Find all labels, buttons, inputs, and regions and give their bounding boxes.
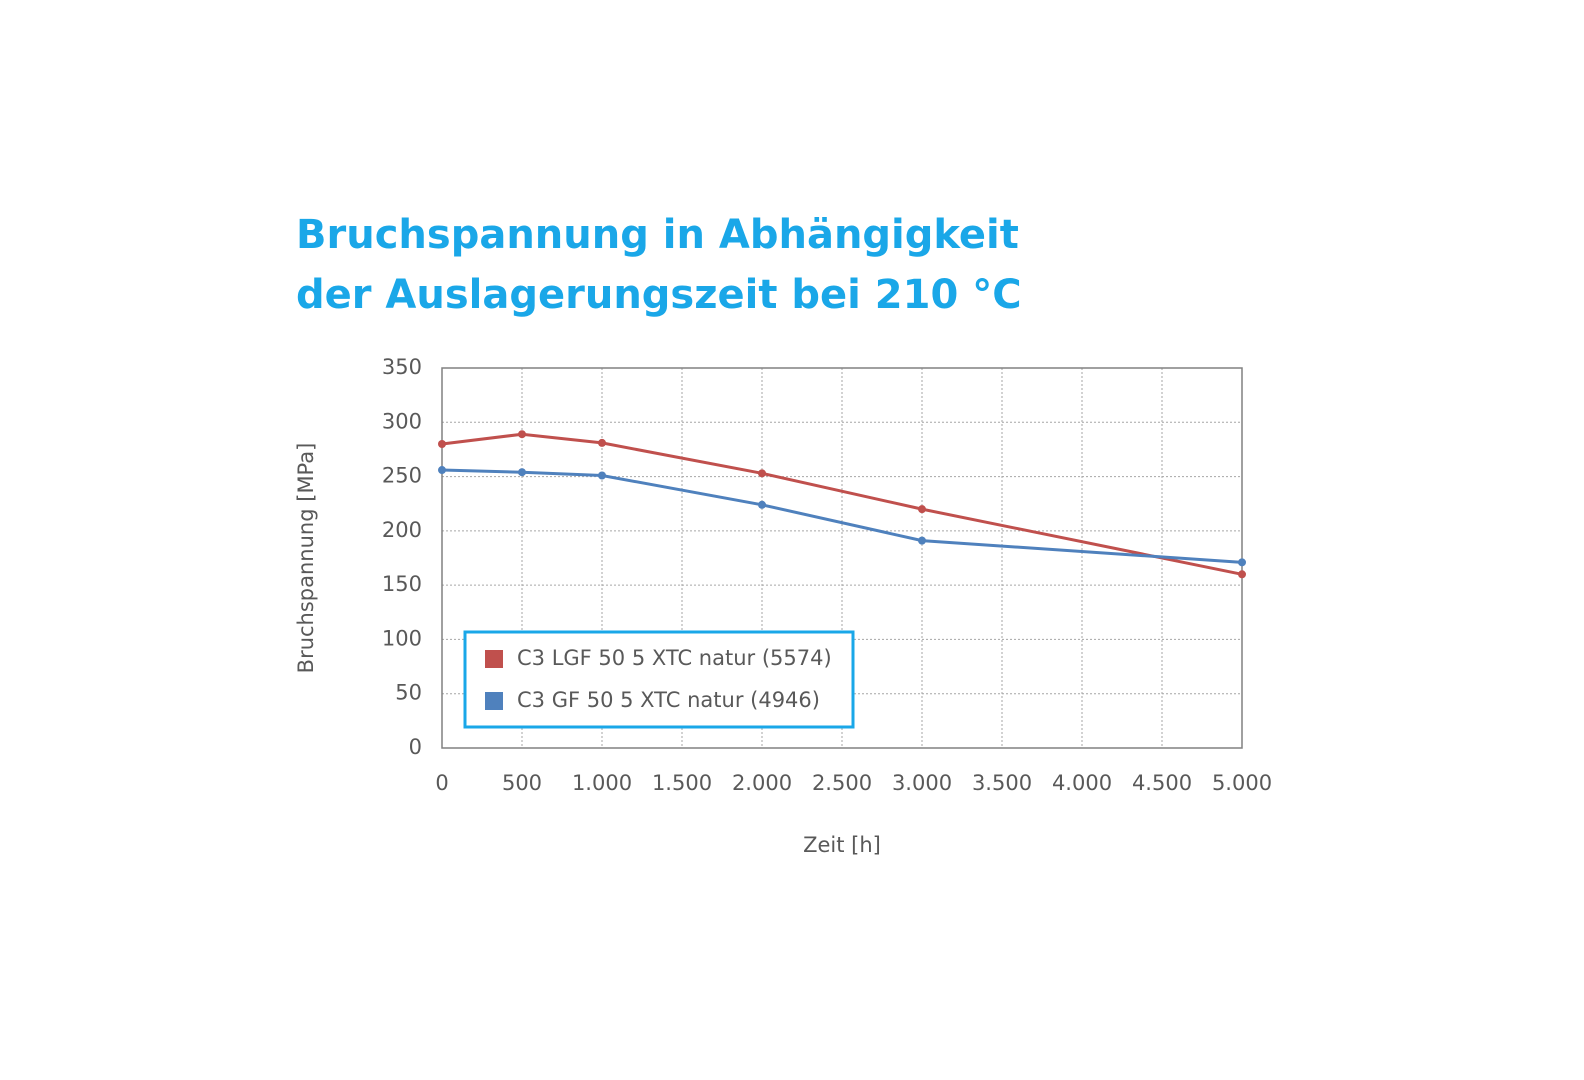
data-point xyxy=(438,440,446,448)
data-point xyxy=(598,471,606,480)
legend-box xyxy=(463,630,855,729)
data-point xyxy=(518,430,526,439)
x-tick-label: 2.500 xyxy=(812,771,872,795)
series-line xyxy=(441,432,1243,576)
x-tick-label: 4.500 xyxy=(1132,771,1192,795)
x-tick-label: 500 xyxy=(502,771,542,795)
x-tick-label: 2.000 xyxy=(732,771,792,795)
data-point xyxy=(1238,558,1246,567)
chart-title: Bruchspannung in Abhängigkeit xyxy=(296,212,1019,258)
chart-title: der Auslagerungszeit bei 210 °C xyxy=(296,272,1022,318)
data-point xyxy=(918,536,926,545)
x-tick-label: 1.500 xyxy=(652,771,712,795)
x-tick-label: 0 xyxy=(435,771,448,795)
data-point xyxy=(918,505,926,514)
x-tick-label: 3.000 xyxy=(892,771,952,795)
x-tick-label: 4.000 xyxy=(1052,771,1112,795)
data-point xyxy=(518,468,526,477)
y-tick-label: 50 xyxy=(395,681,422,705)
y-axis-label: Bruchspannung [MPa] xyxy=(294,443,318,674)
series-line xyxy=(441,468,1243,564)
x-tick-label: 5.000 xyxy=(1212,771,1272,795)
data-point xyxy=(758,469,766,478)
data-point xyxy=(1238,570,1246,579)
y-tick-label: 350 xyxy=(382,355,422,379)
legend-swatch xyxy=(485,692,503,710)
legend-swatch xyxy=(485,650,503,668)
x-tick-label: 3.500 xyxy=(972,771,1032,795)
legend-label: C3 GF 50 5 XTC natur (4946) xyxy=(517,688,820,712)
data-point xyxy=(598,438,606,447)
y-tick-label: 300 xyxy=(382,409,422,433)
x-axis-label: Zeit [h] xyxy=(803,833,881,857)
y-tick-label: 150 xyxy=(382,572,422,596)
data-point xyxy=(758,500,766,509)
y-tick-label: 100 xyxy=(382,626,422,650)
data-point xyxy=(438,466,446,475)
y-tick-label: 0 xyxy=(409,735,422,759)
x-tick-label: 1.000 xyxy=(572,771,632,795)
plot-frame xyxy=(441,367,1243,749)
legend-label: C3 LGF 50 5 XTC natur (5574) xyxy=(517,646,832,670)
y-tick-label: 200 xyxy=(382,518,422,542)
y-tick-label: 250 xyxy=(382,464,422,488)
